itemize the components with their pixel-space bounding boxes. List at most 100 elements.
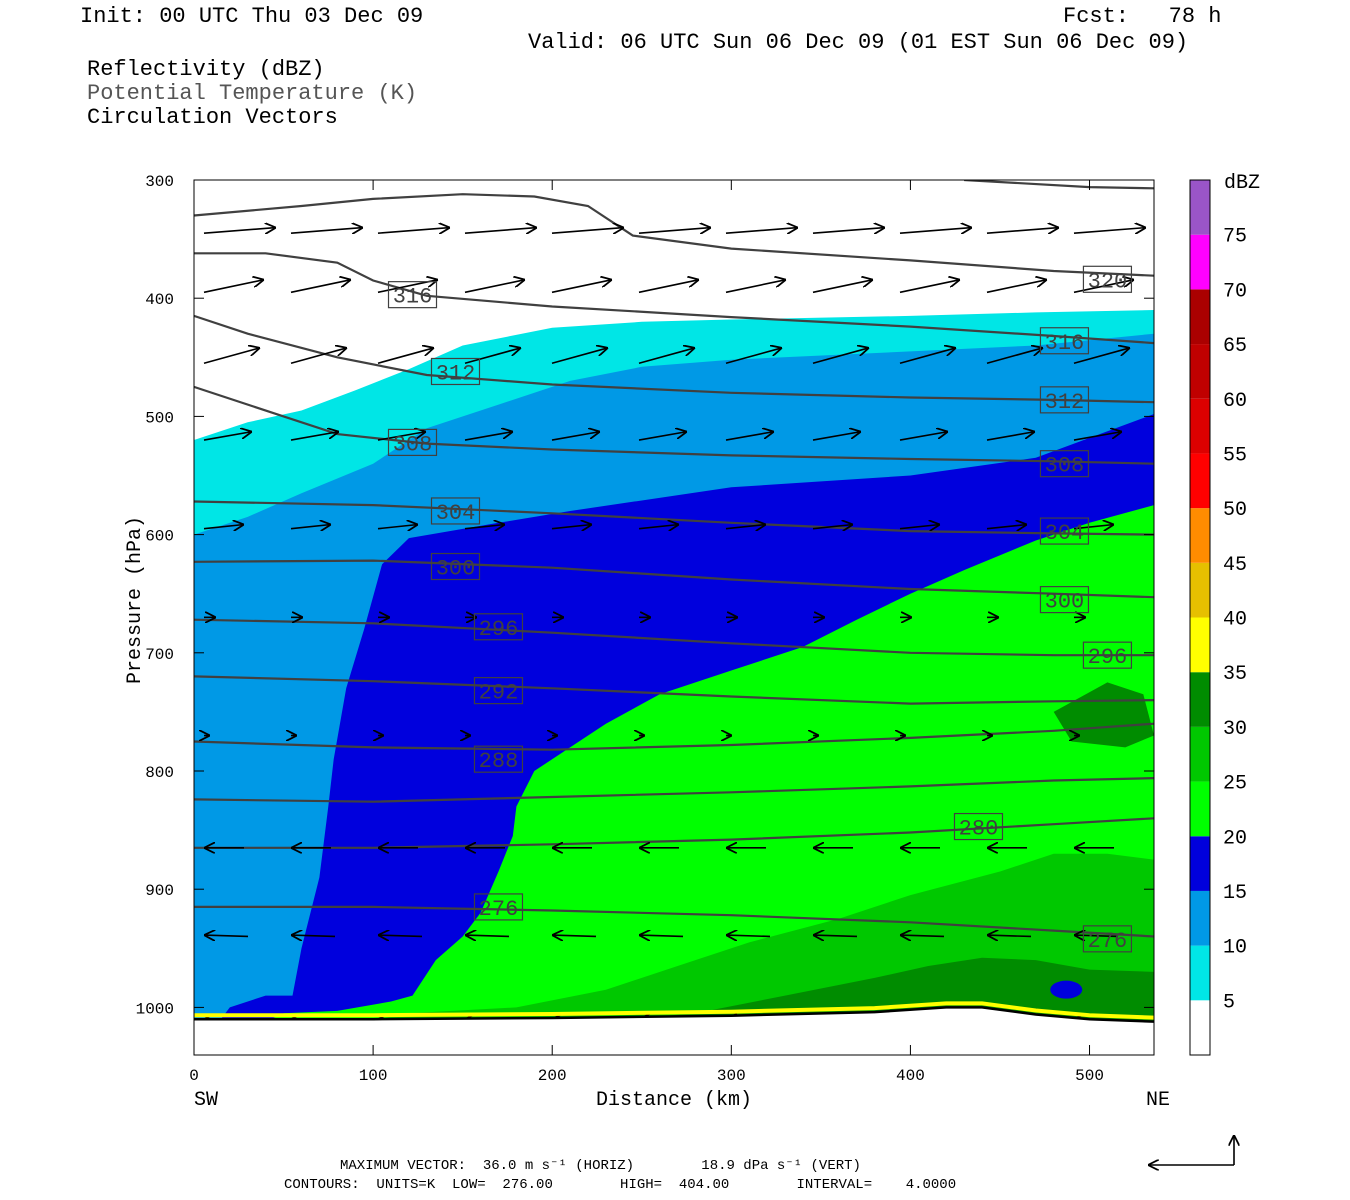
circulation-vector xyxy=(290,280,351,294)
colorbar-swatch-60 xyxy=(1190,344,1210,399)
circulation-vector xyxy=(377,524,418,528)
svg-text:320: 320 xyxy=(1088,269,1128,294)
contour-label-304: 304 xyxy=(430,497,481,526)
svg-text:312: 312 xyxy=(1045,390,1085,415)
valid-time: Valid: 06 UTC Sun 06 Dec 09 (01 EST Sun … xyxy=(528,30,1189,55)
max-vector-note: MAXIMUM VECTOR: 36.0 m s⁻¹ (HORIZ) 18.9 … xyxy=(340,1158,861,1174)
circulation-vector xyxy=(638,432,687,441)
contour-label-276: 276 xyxy=(1082,925,1133,954)
circulation-vector xyxy=(203,432,252,441)
svg-text:300: 300 xyxy=(436,557,476,582)
svg-text:296: 296 xyxy=(479,617,519,642)
circulation-vector xyxy=(551,524,592,528)
circulation-vector xyxy=(464,524,505,528)
surface-reflectivity-band xyxy=(194,1001,1154,1020)
theta-contour-288 xyxy=(194,722,1154,751)
circulation-vector xyxy=(290,228,363,234)
circulation-vector xyxy=(638,280,699,294)
circulation-vector xyxy=(899,432,948,441)
circulation-vector xyxy=(812,280,873,294)
colorbar-swatch-20 xyxy=(1190,781,1210,837)
x-tick-label: 500 xyxy=(1075,1067,1104,1085)
svg-text:308: 308 xyxy=(393,432,433,457)
colorbar-swatch-70 xyxy=(1190,234,1210,290)
colorbar-swatch-0 xyxy=(1190,1000,1210,1055)
colorbar-label: 55 xyxy=(1223,444,1247,467)
y-tick-label: 700 xyxy=(145,646,174,664)
x-tick-label: 200 xyxy=(538,1067,567,1085)
circulation-vector xyxy=(290,524,331,528)
y-tick-label: 1000 xyxy=(136,1000,174,1018)
theta-contour-304 xyxy=(194,500,1154,536)
circulation-vector xyxy=(291,935,336,936)
colorbar-swatch-30 xyxy=(1190,672,1210,727)
circulation-vector xyxy=(986,228,1059,234)
y-tick-label: 300 xyxy=(145,173,174,191)
svg-text:316: 316 xyxy=(393,285,433,310)
colorbar-label: 40 xyxy=(1223,609,1247,632)
colorbar-label: 60 xyxy=(1223,390,1247,413)
colorbar-swatch-45 xyxy=(1190,508,1210,563)
theta-contour-308 xyxy=(194,385,1154,465)
circulation-vector xyxy=(203,348,260,364)
contour-label-296: 296 xyxy=(1082,641,1133,670)
colorbar-label: 50 xyxy=(1223,499,1247,522)
colorbar-frame xyxy=(1189,179,1211,1056)
circulation-vector xyxy=(639,935,684,936)
circulation-vector xyxy=(203,228,276,234)
colorbar-label: 70 xyxy=(1223,280,1247,303)
contour-label-320: 320 xyxy=(1082,265,1133,294)
circulation-vector xyxy=(899,228,972,234)
colorbar-label: 15 xyxy=(1223,882,1247,905)
circulation-vector xyxy=(551,348,608,364)
contour-label-316: 316 xyxy=(1039,327,1090,356)
circulation-vector xyxy=(1073,348,1130,364)
colorbar-swatch-50 xyxy=(1190,453,1210,509)
svg-text:276: 276 xyxy=(479,897,519,922)
theta-contour-316 xyxy=(194,252,1154,345)
circulation-vector xyxy=(551,432,600,441)
colorbar-swatch-65 xyxy=(1190,289,1210,345)
colorbar-swatch-55 xyxy=(1190,398,1210,454)
colorbar-swatch-25 xyxy=(1190,726,1210,782)
circulation-vector xyxy=(899,280,960,294)
colorbar-label: 10 xyxy=(1223,937,1247,960)
svg-text:300: 300 xyxy=(1045,590,1085,615)
theta-contour-320 xyxy=(194,193,1154,277)
circulation-vector xyxy=(378,935,423,936)
svg-text:292: 292 xyxy=(479,681,519,706)
y-tick-label: 800 xyxy=(145,764,174,782)
contours-note: CONTOURS: UNITS=K LOW= 276.00 HIGH= 404.… xyxy=(284,1177,957,1193)
circulation-vector xyxy=(813,935,858,936)
theta-contour-284 xyxy=(194,777,1154,803)
circulation-vector xyxy=(1073,432,1122,441)
contour-label-304: 304 xyxy=(1039,517,1090,546)
circulation-vector xyxy=(986,432,1035,441)
circulation-vector xyxy=(290,432,339,441)
circulation-vector xyxy=(552,935,597,936)
colorbar-label: 65 xyxy=(1223,335,1247,358)
circulation-vector xyxy=(464,432,513,441)
circulation-vector xyxy=(1073,228,1146,234)
colorbar-unit: dBZ xyxy=(1224,172,1260,195)
circulation-vector xyxy=(987,935,1032,936)
contour-label-288: 288 xyxy=(473,745,524,774)
svg-text:280: 280 xyxy=(959,817,999,842)
plot-frame xyxy=(193,179,1155,1056)
theta-contour-276 xyxy=(194,905,1154,938)
circulation-vector xyxy=(290,348,347,364)
circulation-vector xyxy=(464,228,537,234)
theta-contour-312 xyxy=(194,314,1154,404)
x-tick-label: 0 xyxy=(189,1067,199,1085)
svg-text:304: 304 xyxy=(436,501,476,526)
colorbar-label: 75 xyxy=(1223,226,1247,249)
circulation-vector xyxy=(725,524,766,528)
colorbar-swatch-75 xyxy=(1190,180,1210,235)
theta-contour-296 xyxy=(194,618,1154,657)
contour-label-276: 276 xyxy=(473,893,524,922)
colorbar-swatch-15 xyxy=(1190,836,1210,891)
contour-label-292: 292 xyxy=(473,677,524,706)
circulation-vector xyxy=(899,348,956,364)
circulation-vector xyxy=(725,280,786,294)
colorbar-label: 20 xyxy=(1223,827,1247,850)
